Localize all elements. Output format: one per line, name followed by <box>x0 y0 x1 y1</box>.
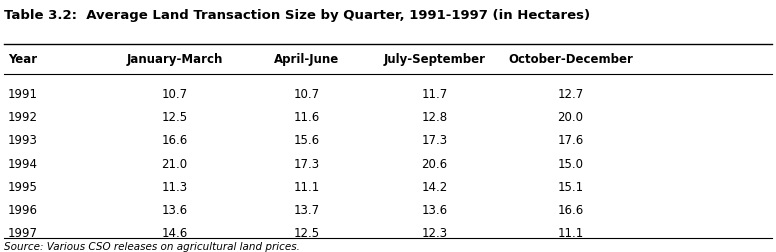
Text: 13.6: 13.6 <box>161 204 188 217</box>
Text: 21.0: 21.0 <box>161 158 188 171</box>
Text: 1991: 1991 <box>8 88 38 101</box>
Text: 15.1: 15.1 <box>557 181 584 194</box>
Text: 11.7: 11.7 <box>421 88 448 101</box>
Text: 1994: 1994 <box>8 158 38 171</box>
Text: 11.1: 11.1 <box>293 181 320 194</box>
Text: 15.6: 15.6 <box>293 134 320 147</box>
Text: Year: Year <box>8 53 37 67</box>
Text: 14.2: 14.2 <box>421 181 448 194</box>
Text: 12.5: 12.5 <box>293 227 320 240</box>
Text: 11.3: 11.3 <box>161 181 188 194</box>
Text: 15.0: 15.0 <box>557 158 584 171</box>
Text: 20.0: 20.0 <box>557 111 584 124</box>
Text: 11.1: 11.1 <box>557 227 584 240</box>
Text: 17.3: 17.3 <box>293 158 320 171</box>
Text: 10.7: 10.7 <box>161 88 188 101</box>
Text: 11.6: 11.6 <box>293 111 320 124</box>
Text: 1996: 1996 <box>8 204 38 217</box>
Text: 13.7: 13.7 <box>293 204 320 217</box>
Text: October-December: October-December <box>508 53 632 67</box>
Text: April-June: April-June <box>274 53 339 67</box>
Text: 17.3: 17.3 <box>421 134 448 147</box>
Text: 12.5: 12.5 <box>161 111 188 124</box>
Text: 12.7: 12.7 <box>557 88 584 101</box>
Text: 10.7: 10.7 <box>293 88 320 101</box>
Text: 12.3: 12.3 <box>421 227 448 240</box>
Text: 13.6: 13.6 <box>421 204 448 217</box>
Text: 17.6: 17.6 <box>557 134 584 147</box>
Text: 1992: 1992 <box>8 111 38 124</box>
Text: 1995: 1995 <box>8 181 37 194</box>
Text: 16.6: 16.6 <box>161 134 188 147</box>
Text: 14.6: 14.6 <box>161 227 188 240</box>
Text: 16.6: 16.6 <box>557 204 584 217</box>
Text: July-September: July-September <box>383 53 486 67</box>
Text: 20.6: 20.6 <box>421 158 448 171</box>
Text: 12.8: 12.8 <box>421 111 448 124</box>
Text: Table 3.2:  Average Land Transaction Size by Quarter, 1991-1997 (in Hectares): Table 3.2: Average Land Transaction Size… <box>4 9 590 22</box>
Text: 1997: 1997 <box>8 227 38 240</box>
Text: 1993: 1993 <box>8 134 37 147</box>
Text: January-March: January-March <box>126 53 223 67</box>
Text: Source: Various CSO releases on agricultural land prices.: Source: Various CSO releases on agricult… <box>4 242 300 252</box>
